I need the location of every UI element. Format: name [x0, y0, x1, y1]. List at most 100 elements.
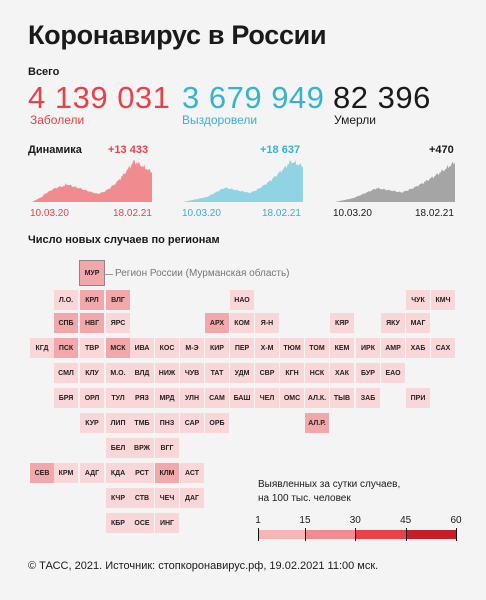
recovered-sparkline: [183, 160, 303, 202]
deaths-delta: +470: [429, 144, 454, 156]
region-tile-ТОМ: ТОМ: [305, 338, 329, 358]
region-tile-Я-Н: Я-Н: [255, 313, 279, 333]
region-tile-ТМБ: ТМБ: [130, 413, 154, 433]
region-tile-ДАГ: ДАГ: [180, 488, 204, 508]
region-tile-КЧР: КЧР: [106, 488, 130, 508]
region-tile-ЧУК: ЧУК: [406, 290, 430, 310]
region-tile-ПЕР: ПЕР: [230, 338, 254, 358]
scale-tick-label: 45: [400, 515, 412, 526]
cases-total: 4 139 031: [28, 80, 171, 115]
region-tile-КЛУ: КЛУ: [80, 363, 104, 383]
cases-sparkline: [32, 160, 152, 202]
region-tile-СВР: СВР: [255, 363, 279, 383]
region-tile-ЕАО: ЕАО: [381, 363, 405, 383]
legend-line-2: на 100 тыс. человек: [258, 493, 351, 504]
region-tile-КМЧ: КМЧ: [431, 290, 455, 310]
region-tile-ЯРС: ЯРС: [106, 313, 130, 333]
recovered-start-date: 10.03.20: [182, 208, 221, 219]
region-tile-САМ: САМ: [205, 388, 229, 408]
sparkline-area: [183, 160, 303, 202]
region-tile-САХ: САХ: [431, 338, 455, 358]
region-tile-ЧУВ: ЧУВ: [180, 363, 204, 383]
region-tile-М-Э: М-Э: [180, 338, 204, 358]
region-tile-Х-М: Х-М: [255, 338, 279, 358]
cases-label: Заболели: [30, 113, 85, 127]
region-tile-БЕЛ: БЕЛ: [106, 438, 130, 458]
recovered-end-date: 18.02.21: [262, 208, 301, 219]
region-tile-ВГГ: ВГГ: [155, 438, 179, 458]
region-tile-КУР: КУР: [80, 413, 104, 433]
scale-segment: [355, 530, 406, 539]
region-tile-НАО: НАО: [230, 290, 254, 310]
region-tile-ПРИ: ПРИ: [406, 388, 430, 408]
deaths-label: Умерли: [334, 113, 376, 127]
region-tile-СЕВ: СЕВ: [30, 463, 54, 483]
region-tile-ВЛГ: ВЛГ: [106, 290, 130, 310]
region-tile-ОСЕ: ОСЕ: [130, 513, 154, 533]
region-tile-ИНГ: ИНГ: [155, 513, 179, 533]
region-tile-АРХ: АРХ: [205, 313, 229, 333]
cases-delta: +13 433: [108, 144, 149, 156]
scale-segment: [304, 530, 356, 539]
scale-tick-label: 60: [450, 515, 462, 526]
region-tile-КИР: КИР: [205, 338, 229, 358]
deaths-start-date: 10.03.20: [333, 208, 372, 219]
recovered-total: 3 679 949: [182, 80, 325, 115]
region-tile-УЛН: УЛН: [180, 388, 204, 408]
region-tile-ПНЗ: ПНЗ: [155, 413, 179, 433]
scale-tick: [405, 528, 407, 541]
region-tile-ПСК: ПСК: [54, 338, 78, 358]
region-tile-СТВ: СТВ: [130, 488, 154, 508]
cases-end-date: 18.02.21: [113, 208, 152, 219]
legend-title: Выявленных за сутки случаев, на 100 тыс.…: [258, 478, 400, 506]
region-tile-КРМ: КРМ: [54, 463, 78, 483]
scale-tick-label: 30: [349, 515, 361, 526]
deaths-sparkline: [335, 161, 455, 202]
cases-start-date: 10.03.20: [30, 208, 69, 219]
footer-source: © ТАСС, 2021. Источник: стопкоронавирус.…: [28, 560, 379, 572]
region-tile-ТЫВ: ТЫВ: [330, 388, 354, 408]
region-tile-ВРЖ: ВРЖ: [130, 438, 154, 458]
region-tile-КОМ: КОМ: [230, 313, 254, 333]
scale-segment: [405, 530, 456, 539]
region-tile-БАШ: БАШ: [230, 388, 254, 408]
region-tile-КГН: КГН: [280, 363, 304, 383]
region-tile-ОРБ: ОРБ: [205, 413, 229, 433]
region-tile-КДА: КДА: [106, 463, 130, 483]
region-tile-ТЮМ: ТЮМ: [280, 338, 304, 358]
region-tile-РСТ: РСТ: [130, 463, 154, 483]
recovered-label: Выздоровели: [182, 113, 258, 127]
legend-line-1: Выявленных за сутки случаев,: [258, 479, 401, 490]
annotation-line: [104, 274, 113, 275]
scale-tick: [456, 528, 457, 541]
region-tile-КБР: КБР: [106, 513, 130, 533]
region-tile-БРЯ: БРЯ: [54, 388, 78, 408]
regions-section-title: Число новых случаев по регионам: [28, 234, 220, 246]
region-tile-КГД: КГД: [30, 338, 54, 358]
scale-tick: [258, 528, 259, 541]
region-tile-АМР: АМР: [381, 338, 405, 358]
region-tile-НВГ: НВГ: [80, 313, 104, 333]
region-tile-МРД: МРД: [155, 388, 179, 408]
region-tile-АЛ.Р.: АЛ.Р.: [305, 413, 329, 433]
region-tile-КЯР: КЯР: [330, 313, 354, 333]
dynamics-label: Динамика: [28, 144, 82, 156]
region-tile-ОМС: ОМС: [280, 388, 304, 408]
region-tile-ТАТ: ТАТ: [205, 363, 229, 383]
region-tile-АСТ: АСТ: [180, 463, 204, 483]
region-tile-БУР: БУР: [356, 363, 380, 383]
region-tile-УДМ: УДМ: [230, 363, 254, 383]
region-tile-ИРК: ИРК: [356, 338, 380, 358]
scale-tick-label: 15: [299, 515, 311, 526]
region-tile-КРЛ: КРЛ: [80, 290, 104, 310]
region-tile-ЛИП: ЛИП: [106, 413, 130, 433]
region-tile-КЕМ: КЕМ: [330, 338, 354, 358]
region-tile-ЯКУ: ЯКУ: [381, 313, 405, 333]
region-tile-ТВР: ТВР: [80, 338, 104, 358]
scale-segment: [258, 530, 305, 539]
deaths-total: 82 396: [333, 80, 431, 115]
region-tile-ХАБ: ХАБ: [406, 338, 430, 358]
region-tile-ЧЕЛ: ЧЕЛ: [255, 388, 279, 408]
sparkline-area: [32, 160, 152, 202]
region-tile-КЛМ: КЛМ: [155, 463, 179, 483]
